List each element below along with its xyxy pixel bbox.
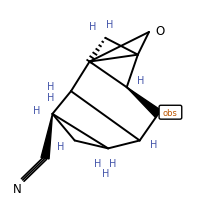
Text: H: H (106, 20, 113, 29)
Text: H: H (47, 82, 55, 92)
Text: H: H (47, 93, 55, 103)
Text: H: H (33, 106, 40, 116)
Polygon shape (41, 114, 52, 159)
Text: H: H (108, 158, 116, 168)
Text: H: H (89, 22, 97, 32)
Text: H: H (103, 168, 110, 178)
Text: H: H (94, 158, 102, 168)
Polygon shape (127, 88, 161, 118)
FancyBboxPatch shape (159, 106, 182, 119)
Text: H: H (137, 76, 144, 86)
Text: H: H (57, 141, 64, 151)
Text: obs: obs (163, 108, 178, 117)
Text: O: O (156, 25, 165, 38)
Text: N: N (13, 182, 22, 195)
Text: H: H (150, 139, 157, 149)
